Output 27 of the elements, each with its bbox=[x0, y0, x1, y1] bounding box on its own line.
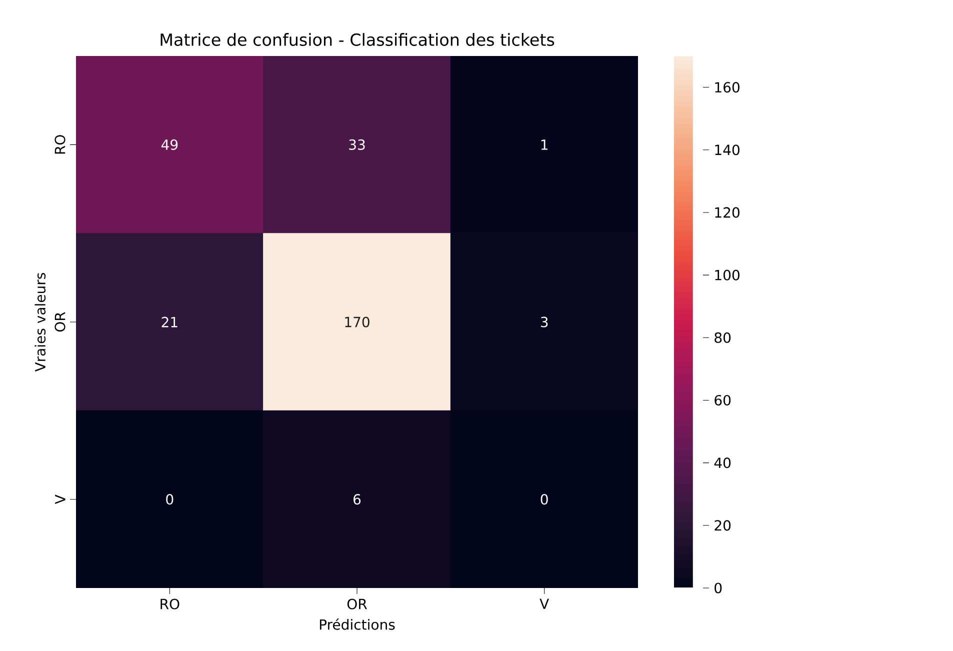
y-axis-title: Vraies valeurs bbox=[34, 272, 46, 372]
data-label: 170 bbox=[345, 316, 370, 328]
color-bar-label: 60 bbox=[714, 394, 731, 406]
data-label: 3 bbox=[540, 316, 548, 328]
x-tick-label: V bbox=[540, 598, 550, 609]
color-bar-label: 160 bbox=[715, 82, 740, 93]
color-bar-label: 80 bbox=[714, 332, 731, 343]
data-label: 21 bbox=[162, 316, 178, 328]
x-tick-label: RO bbox=[160, 598, 180, 610]
color-bar-label: 40 bbox=[714, 458, 731, 468]
y-tick-label: OR bbox=[54, 312, 66, 332]
data-label: 0 bbox=[166, 494, 174, 505]
data-label: 49 bbox=[161, 139, 178, 150]
color-bar-label: 140 bbox=[715, 144, 740, 156]
chart-title: Matrice de confusion - Classification des tickets bbox=[160, 33, 554, 46]
x-axis-title: Prédictions bbox=[320, 618, 395, 630]
color-bar-label: 100 bbox=[715, 270, 740, 280]
data-label: 0 bbox=[540, 494, 548, 505]
color-bar-label: 20 bbox=[714, 520, 731, 531]
data-label: 6 bbox=[354, 494, 361, 505]
color-bar-label: 0 bbox=[714, 582, 722, 594]
color-bar-label: 120 bbox=[715, 207, 740, 218]
x-tick-label: OR bbox=[347, 598, 367, 610]
y-tick-label: V bbox=[55, 494, 66, 504]
data-label: 33 bbox=[349, 139, 365, 150]
y-tick-label: RO bbox=[54, 135, 66, 154]
data-label: 1 bbox=[541, 140, 548, 150]
